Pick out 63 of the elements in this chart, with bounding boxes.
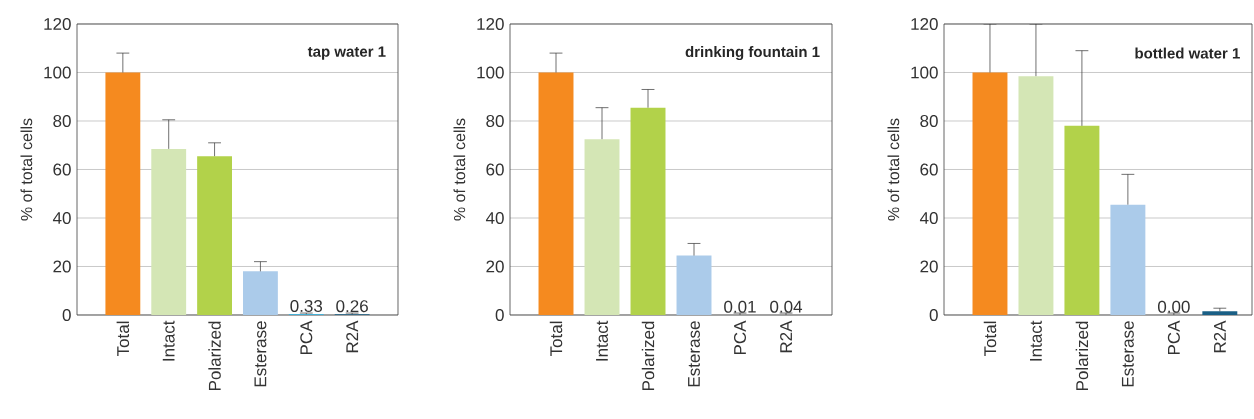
y-axis-title: % of total cells — [887, 118, 900, 221]
y-tick-label: 20 — [920, 260, 938, 273]
x-tick-label: Total — [983, 321, 997, 357]
data-label: 0.01 — [724, 300, 756, 313]
y-tick-label: 60 — [53, 163, 71, 176]
bar — [105, 72, 141, 315]
bar — [676, 255, 712, 315]
y-tick-label: 100 — [911, 66, 938, 79]
x-tick-label: Esterase — [1121, 321, 1134, 387]
x-tick-label: Intact — [596, 320, 608, 361]
data-label: 0.04 — [770, 300, 803, 313]
x-tick-label: PCA — [300, 320, 313, 355]
bar — [1110, 204, 1146, 315]
x-tick-label: R2A — [1213, 320, 1226, 353]
x-tick-label: Polarized — [641, 321, 655, 391]
bar — [151, 148, 187, 315]
x-tick-label: Intact — [162, 320, 175, 361]
y-tick-label: 0 — [62, 308, 71, 322]
y-tick-label: 120 — [44, 17, 71, 31]
y-tick-label: 40 — [919, 211, 938, 225]
y-tick-label: 80 — [486, 114, 504, 128]
x-tick-label: Esterase — [688, 321, 700, 387]
y-tick-label: 120 — [911, 17, 938, 31]
y-tick-label: 60 — [920, 163, 938, 176]
bar — [243, 271, 278, 315]
y-tick-label: 80 — [920, 114, 938, 128]
y-axis-title: % of total cells — [20, 118, 33, 221]
bar — [584, 139, 620, 315]
data-label: 0.26 — [336, 300, 368, 313]
bar — [630, 107, 666, 315]
y-tick-label: 120 — [477, 17, 504, 31]
x-tick-label: PCA — [1167, 320, 1180, 355]
x-tick-label: R2A — [780, 320, 792, 353]
x-tick-label: Polarized — [208, 321, 221, 391]
text: tap water 1 — [307, 46, 386, 60]
x-tick-label: Polarized — [1075, 321, 1089, 391]
bar — [1202, 311, 1238, 315]
bar — [972, 72, 1008, 315]
y-tick-label: 40 — [52, 211, 71, 225]
y-tick-label: 60 — [486, 163, 504, 176]
bar — [197, 156, 232, 315]
text: drinking fountain 1 — [685, 46, 820, 61]
y-tick-label: 0 — [929, 308, 938, 322]
y-tick-label: 100 — [44, 66, 71, 79]
x-tick-label: Esterase — [254, 321, 267, 387]
y-tick-label: 20 — [486, 260, 504, 273]
x-tick-label: Total — [116, 321, 130, 357]
y-tick-label: 0 — [495, 308, 504, 322]
x-tick-label: R2A — [346, 320, 359, 353]
x-tick-label: Intact — [1030, 320, 1042, 361]
bar — [1064, 125, 1100, 315]
y-tick-label: 80 — [53, 114, 71, 128]
bar — [538, 72, 574, 315]
y-axis-title: % of total cells — [453, 118, 466, 221]
y-tick-label: 40 — [485, 211, 504, 225]
data-label: 0.00 — [1157, 300, 1190, 313]
x-tick-label: PCA — [733, 320, 747, 355]
text: bottled water 1 — [1135, 47, 1240, 59]
x-tick-label: Total — [549, 321, 563, 357]
data-label: 0.33 — [290, 299, 323, 312]
y-tick-label: 100 — [477, 66, 504, 79]
y-tick-label: 20 — [53, 260, 71, 273]
bar — [1018, 76, 1054, 315]
